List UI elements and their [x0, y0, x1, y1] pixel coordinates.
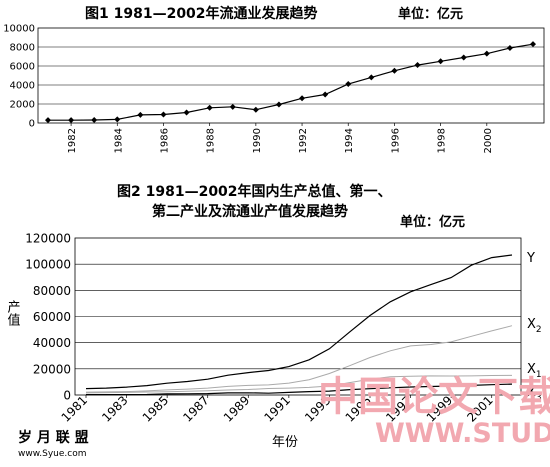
chart1-data-point [506, 44, 513, 51]
watermark-left-cn: 岁 月 联 盟 [18, 429, 89, 446]
chart1-series-line [48, 43, 534, 121]
chart2-unit: 单位：亿元 [400, 214, 465, 230]
chart1-data-point [183, 109, 190, 116]
chart2-title-line2: 第二产业及流通业产值发展趋势 [152, 203, 348, 220]
chart1-x-tick-label: 2000 [483, 128, 494, 153]
chart1-x-tick-label: 1998 [437, 128, 448, 153]
chart1-data-point [391, 67, 398, 74]
chart1-data-point [137, 111, 144, 118]
chart2-x-tick-label: 1983 [99, 393, 130, 424]
chart2-title: 图2 1981—2002年国内生产总值、第一、 [117, 183, 392, 200]
chart1-data-point [252, 106, 259, 113]
chart2-series-line-y [85, 254, 513, 390]
chart1-x-axis: 1982 1984 1986 1988 1990 1992 1994 1996 1998 2000 [67, 123, 494, 153]
chart2-series-line-x1 [85, 374, 513, 394]
chart1-unit: 单位：亿元 [398, 6, 463, 22]
chart1-data-point [530, 41, 536, 48]
chart2-x-tick-label: 1985 [140, 393, 171, 424]
chart1-data-point [68, 117, 75, 124]
chart1-data-point [322, 91, 329, 98]
chart1-data-point [114, 116, 121, 123]
chart1-data-point [437, 58, 444, 65]
chart1-data-point [345, 81, 352, 88]
chart2-y-tick-label: 20000 [33, 362, 71, 376]
chart1-y-tick-label: 4000 [10, 81, 35, 92]
chart2-x-tick-label: 1987 [180, 393, 211, 424]
chart1-data-point [229, 103, 236, 110]
watermarks: 岁 月 联 盟 www.Syue.com 中国论文下载 WWW.STUDA. [18, 374, 550, 459]
chart1-y-tick-label: 2000 [10, 100, 35, 111]
chart1-data-point [483, 50, 490, 57]
chart2-series-label-x1: X1 [527, 362, 542, 380]
chart2-series-line-x2 [85, 325, 513, 393]
chart1-data-point [91, 116, 98, 123]
chart1-gridlines [38, 46, 544, 105]
chart1-y-tick-label: 10000 [3, 24, 35, 35]
chart1-x-tick-label: 1994 [344, 128, 355, 153]
chart1-y-tick-label: 6000 [10, 62, 35, 73]
chart2-series [85, 254, 513, 396]
chart1-x-tick-label: 1986 [159, 128, 170, 153]
chart1-data-point [206, 104, 213, 111]
chart2-x-tick-label: 1991 [261, 393, 292, 424]
chart1-y-tick-label: 0 [29, 119, 35, 130]
chart1-data-point [160, 111, 167, 118]
chart2-xlabel: 年份 [272, 435, 298, 450]
chart1-data-point [368, 74, 375, 81]
chart1-y-axis: 0 2000 4000 6000 8000 10000 [3, 24, 35, 130]
watermark-right-cn: 中国论文下载 [318, 374, 550, 420]
chart1-data-point [460, 54, 467, 61]
chart1-data-point [414, 62, 421, 69]
chart1-x-tick-label: 1988 [206, 128, 217, 153]
chart2-y-tick-label: 120000 [25, 232, 71, 246]
chart2-gridlines [75, 263, 521, 370]
chart1-data-point [299, 95, 306, 102]
chart1-y-tick-label: 8000 [10, 43, 35, 54]
chart2-y-tick-label: 80000 [33, 284, 71, 298]
watermark-right-url: WWW.STUDA. [375, 418, 550, 449]
chart1-data-point [45, 117, 51, 124]
chart1-x-tick-label: 1982 [67, 128, 78, 153]
chart2-y-tick-label: 0 [63, 389, 71, 403]
chart2-y-tick-label: 60000 [33, 310, 71, 324]
chart2-y-axis: 0 20000 40000 60000 80000 100000 120000 [25, 232, 71, 403]
chart1-x-tick-label: 1992 [298, 128, 309, 153]
chart1-title: 图1 1981—2002年流通业发展趋势 [85, 5, 318, 22]
chart1-x-tick-label: 1996 [390, 128, 401, 153]
chart1-x-tick-label: 1984 [113, 128, 124, 153]
watermark-left-url: www.Syue.com [18, 449, 86, 459]
chart2-series-label-x2: X2 [527, 317, 542, 335]
chart2-ylabel: 产值 [5, 300, 21, 327]
chart2-y-tick-label: 40000 [33, 336, 71, 350]
chart1-series [45, 41, 536, 124]
chart1-plot-frame [37, 27, 545, 124]
chart1: 图1 1981—2002年流通业发展趋势 单位：亿元 0 2000 4000 6000… [3, 5, 545, 153]
chart1-data-point [275, 101, 282, 108]
chart2-y-tick-label: 100000 [25, 258, 71, 272]
chart1-x-tick-label: 1990 [252, 128, 263, 153]
chart2-series-label-y: Y [526, 251, 535, 266]
chart2-series-line-x3 [86, 383, 513, 396]
chart2-series-label-x3: X3 [527, 385, 542, 403]
chart2-series-labels: Y X2 X1 X3 [526, 251, 542, 403]
chart2-x-tick-label: 1989 [221, 393, 252, 424]
